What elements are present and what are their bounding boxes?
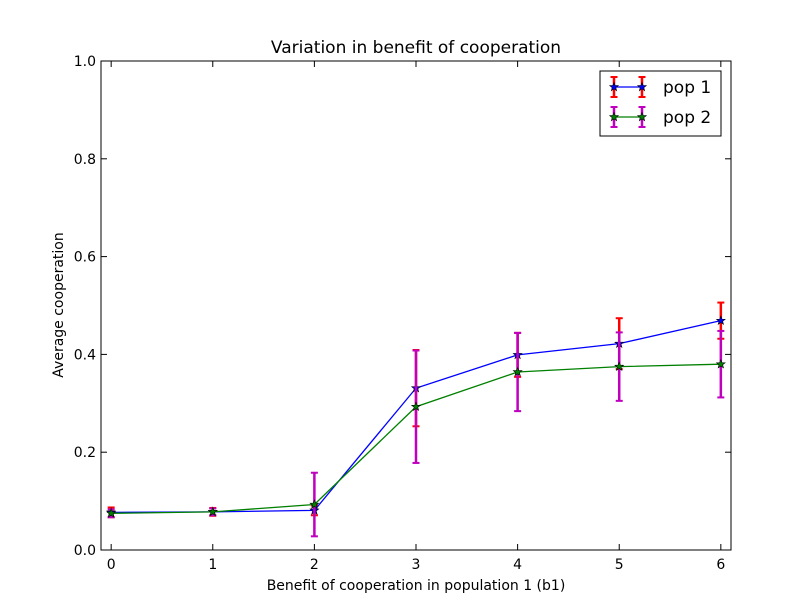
legend: pop 1 pop 2 [599,70,722,137]
legend-marker [608,81,620,92]
chart-title: Variation in benefit of cooperation [271,38,561,58]
data-point [410,401,422,412]
x-tick-label: 6 [716,557,725,573]
legend-box [599,70,722,137]
legend-label: pop 1 [663,78,711,98]
legend-label: pop 2 [663,108,711,128]
legend-marker [636,111,648,122]
legend-marker [636,81,648,92]
x-tick-label: 0 [107,557,116,573]
x-tick-label: 5 [615,557,624,573]
y-tick-label: 1.0 [74,54,96,70]
series-2 [106,329,726,538]
x-tick-label: 4 [513,557,522,573]
data-point [207,506,218,517]
plot-area [100,60,732,551]
y-tick-label: 0.2 [74,445,96,461]
y-tick-label: 0.6 [74,250,96,266]
data-point [614,361,625,371]
data-point [715,315,726,325]
y-tick-label: 0.0 [74,543,96,559]
data-point [106,507,117,518]
legend-entry: pop 1 [608,76,711,98]
axis-tick-labels: 0 1 2 3 4 5 6 0.0 0.2 0.4 0.6 0.8 1.0 [74,54,726,573]
data-point [512,366,523,377]
x-tick-label: 1 [208,557,217,573]
legend-entry: pop 2 [608,106,711,128]
x-axis-label: Benefit of cooperation in population 1 (… [267,578,566,594]
axis-ticks [101,60,731,551]
x-tick-label: 3 [412,557,421,573]
y-axis-label: Average cooperation [51,232,67,377]
data-point [309,499,320,509]
series-layer [106,301,726,538]
x-tick-label: 2 [310,557,319,573]
data-point [715,358,726,369]
y-tick-label: 0.8 [74,152,96,168]
legend-marker [608,111,620,122]
y-tick-label: 0.4 [74,347,96,363]
